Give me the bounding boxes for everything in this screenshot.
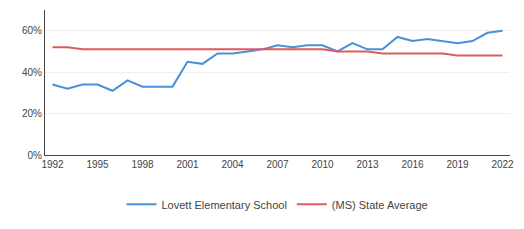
svg-text:2013: 2013	[356, 159, 379, 170]
svg-text:2010: 2010	[311, 159, 334, 170]
svg-text:(MS) State Average: (MS) State Average	[332, 199, 428, 211]
svg-text:2022: 2022	[491, 159, 514, 170]
svg-text:40%: 40%	[22, 67, 42, 78]
svg-text:2001: 2001	[176, 159, 199, 170]
svg-text:60%: 60%	[22, 25, 42, 36]
svg-text:1992: 1992	[41, 159, 64, 170]
svg-text:Lovett Elementary School: Lovett Elementary School	[162, 199, 287, 211]
svg-text:2004: 2004	[221, 159, 244, 170]
svg-text:0%: 0%	[28, 150, 43, 161]
svg-text:1995: 1995	[86, 159, 109, 170]
svg-text:2019: 2019	[446, 159, 469, 170]
svg-text:2016: 2016	[401, 159, 424, 170]
svg-text:20%: 20%	[22, 108, 42, 119]
svg-text:2007: 2007	[266, 159, 289, 170]
svg-text:1998: 1998	[131, 159, 154, 170]
